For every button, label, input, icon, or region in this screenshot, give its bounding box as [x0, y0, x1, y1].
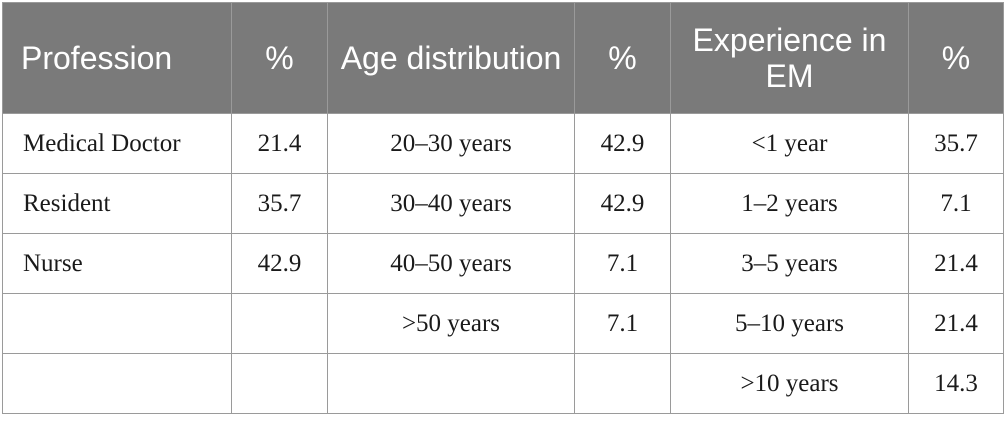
age-cell: 20–30 years [327, 113, 575, 174]
experience-percent-cell: 35.7 [908, 113, 1004, 174]
profession-percent-cell [231, 293, 328, 354]
age-cell [327, 353, 575, 414]
age-percent-cell [574, 353, 671, 414]
experience-percent-cell: 21.4 [908, 293, 1004, 354]
profession-percent-cell: 35.7 [231, 173, 328, 234]
table-row: Resident 35.7 30–40 years 42.9 1–2 years… [2, 173, 1004, 234]
age-percent-cell: 42.9 [574, 113, 671, 174]
demographics-table: Profession % Age distribution % Experien… [2, 2, 1004, 414]
header-experience-in-em: Experience in EM [670, 2, 909, 114]
profession-percent-cell: 21.4 [231, 113, 328, 174]
header-profession: Profession [2, 2, 232, 114]
experience-percent-cell: 21.4 [908, 233, 1004, 294]
profession-cell: Nurse [2, 233, 232, 294]
experience-cell: 1–2 years [670, 173, 909, 234]
profession-percent-cell [231, 353, 328, 414]
header-experience-percent: % [908, 2, 1004, 114]
header-row: Profession % Age distribution % Experien… [2, 2, 1004, 114]
experience-cell: 5–10 years [670, 293, 909, 354]
age-percent-cell: 42.9 [574, 173, 671, 234]
age-cell: 40–50 years [327, 233, 575, 294]
table-row: Medical Doctor 21.4 20–30 years 42.9 <1 … [2, 113, 1004, 174]
profession-cell [2, 293, 232, 354]
profession-percent-cell: 42.9 [231, 233, 328, 294]
experience-cell: <1 year [670, 113, 909, 174]
table-row: Nurse 42.9 40–50 years 7.1 3–5 years 21.… [2, 233, 1004, 294]
table-row: >50 years 7.1 5–10 years 21.4 [2, 293, 1004, 354]
experience-percent-cell: 7.1 [908, 173, 1004, 234]
age-percent-cell: 7.1 [574, 233, 671, 294]
experience-cell: 3–5 years [670, 233, 909, 294]
header-age-distribution: Age distribution [327, 2, 575, 114]
table-row: >10 years 14.3 [2, 353, 1004, 414]
age-cell: >50 years [327, 293, 575, 354]
experience-percent-cell: 14.3 [908, 353, 1004, 414]
header-profession-percent: % [231, 2, 328, 114]
experience-cell: >10 years [670, 353, 909, 414]
profession-cell: Resident [2, 173, 232, 234]
header-age-percent: % [574, 2, 671, 114]
profession-cell [2, 353, 232, 414]
age-percent-cell: 7.1 [574, 293, 671, 354]
age-cell: 30–40 years [327, 173, 575, 234]
profession-cell: Medical Doctor [2, 113, 232, 174]
